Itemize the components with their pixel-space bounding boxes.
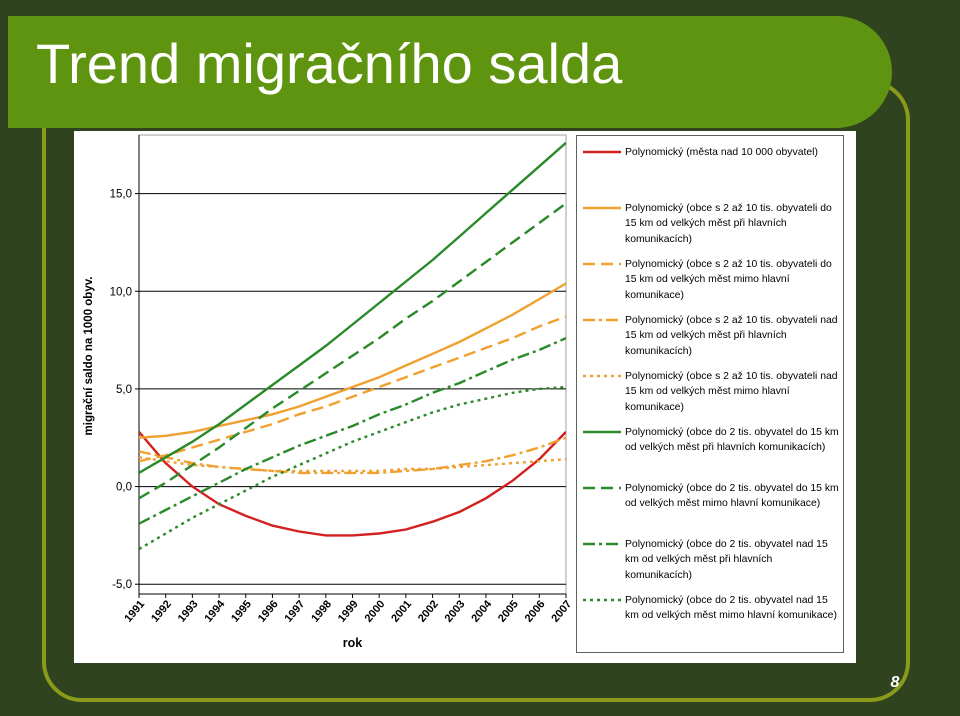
x-tick-label-3: 1994 (202, 598, 227, 625)
legend-swatch-8 (583, 542, 621, 546)
legend-swatch-1 (583, 150, 621, 154)
series-line-2 (139, 282, 566, 439)
legend-label-9: Polynomický (obce do 2 tis. obyvatel nad… (625, 595, 837, 622)
series-line-5 (139, 456, 566, 473)
series-line-6 (139, 141, 566, 474)
x-tick-label-11: 2002 (416, 598, 441, 624)
x-tick-label-1: 1992 (149, 598, 174, 624)
legend-item-7: Polynomický (obce do 2 tis. obyvatel do … (581, 480, 841, 534)
legend-label-1: Polynomický (města nad 10 000 obyvatel) (625, 147, 818, 158)
y-tick-label-2: 5,0 (116, 384, 132, 396)
y-tick-label-0: -5,0 (112, 579, 132, 591)
x-tick-label-14: 2005 (496, 598, 521, 624)
x-axis-title: rok (343, 636, 363, 650)
legend-item-4: Polynomický (obce s 2 až 10 tis. obyvate… (581, 312, 841, 366)
plot-area (138, 134, 567, 595)
legend-item-2: Polynomický (obce s 2 až 10 tis. obyvate… (581, 200, 841, 254)
legend-label-3: Polynomický (obce s 2 až 10 tis. obyvate… (625, 259, 832, 301)
x-tick-label-15: 2006 (523, 598, 548, 624)
x-tick-label-2: 1993 (176, 598, 201, 624)
legend-swatch-5 (583, 374, 621, 378)
x-tick-label-0: 1991 (122, 598, 147, 624)
y-tick-label-1: 0,0 (116, 482, 132, 494)
legend-label-7: Polynomický (obce do 2 tis. obyvatel do … (625, 483, 839, 510)
legend-item-1: Polynomický (města nad 10 000 obyvatel) (581, 144, 841, 198)
x-tick-label-9: 2000 (363, 598, 388, 624)
legend-item-8: Polynomický (obce do 2 tis. obyvatel nad… (581, 536, 841, 590)
series-line-7 (139, 202, 566, 500)
y-tick-label-4: 15,0 (110, 189, 132, 201)
legend-label-5: Polynomický (obce s 2 až 10 tis. obyvate… (625, 371, 838, 413)
x-tick-label-8: 1999 (336, 598, 361, 624)
chart-legend: Polynomický (města nad 10 000 obyvatel) P… (576, 135, 844, 653)
x-tick-label-10: 2001 (389, 598, 414, 624)
chart-figure: -5,0 0,0 5,0 10,0 15,0 1991 1992 1993 1994 1995 19… (74, 131, 856, 663)
legend-item-9: Polynomický (obce do 2 tis. obyvatel nad… (581, 592, 841, 646)
legend-item-5: Polynomický (obce s 2 až 10 tis. obyvate… (581, 368, 841, 422)
series-line-3 (139, 315, 566, 463)
series-line-9 (139, 385, 566, 551)
legend-label-6: Polynomický (obce do 2 tis. obyvatel do … (625, 427, 839, 454)
x-tick-label-7: 1998 (309, 598, 334, 624)
x-tick-label-13: 2004 (469, 598, 494, 625)
legend-swatch-3 (583, 262, 621, 266)
series-line-8 (139, 337, 566, 525)
legend-swatch-9 (583, 598, 621, 602)
y-axis-title: migrační saldo na 1000 obyv. (83, 277, 95, 436)
y-tick-label-3: 10,0 (110, 286, 132, 298)
legend-label-4: Polynomický (obce s 2 až 10 tis. obyvate… (625, 315, 838, 357)
legend-swatch-6 (583, 430, 621, 434)
x-tick-label-6: 1997 (282, 598, 307, 624)
x-tick-label-12: 2003 (443, 598, 468, 624)
x-tick-label-16: 2007 (549, 598, 574, 624)
legend-swatch-4 (583, 318, 621, 322)
legend-item-3: Polynomický (obce s 2 až 10 tis. obyvate… (581, 256, 841, 310)
x-tick-label-4: 1995 (229, 598, 254, 624)
series-line-1 (139, 431, 566, 537)
slide-title: Trend migračního salda (36, 32, 623, 95)
series-group (139, 141, 566, 551)
title-band (8, 16, 892, 128)
legend-label-8: Polynomický (obce do 2 tis. obyvatel nad… (625, 539, 828, 581)
legend-swatch-2 (583, 206, 621, 210)
page-number: 8 (890, 674, 900, 691)
legend-swatch-7 (583, 486, 621, 490)
legend-item-6: Polynomický (obce do 2 tis. obyvatel do … (581, 424, 841, 478)
x-tick-label-5: 1996 (256, 598, 281, 624)
legend-label-2: Polynomický (obce s 2 až 10 tis. obyvate… (625, 203, 832, 245)
